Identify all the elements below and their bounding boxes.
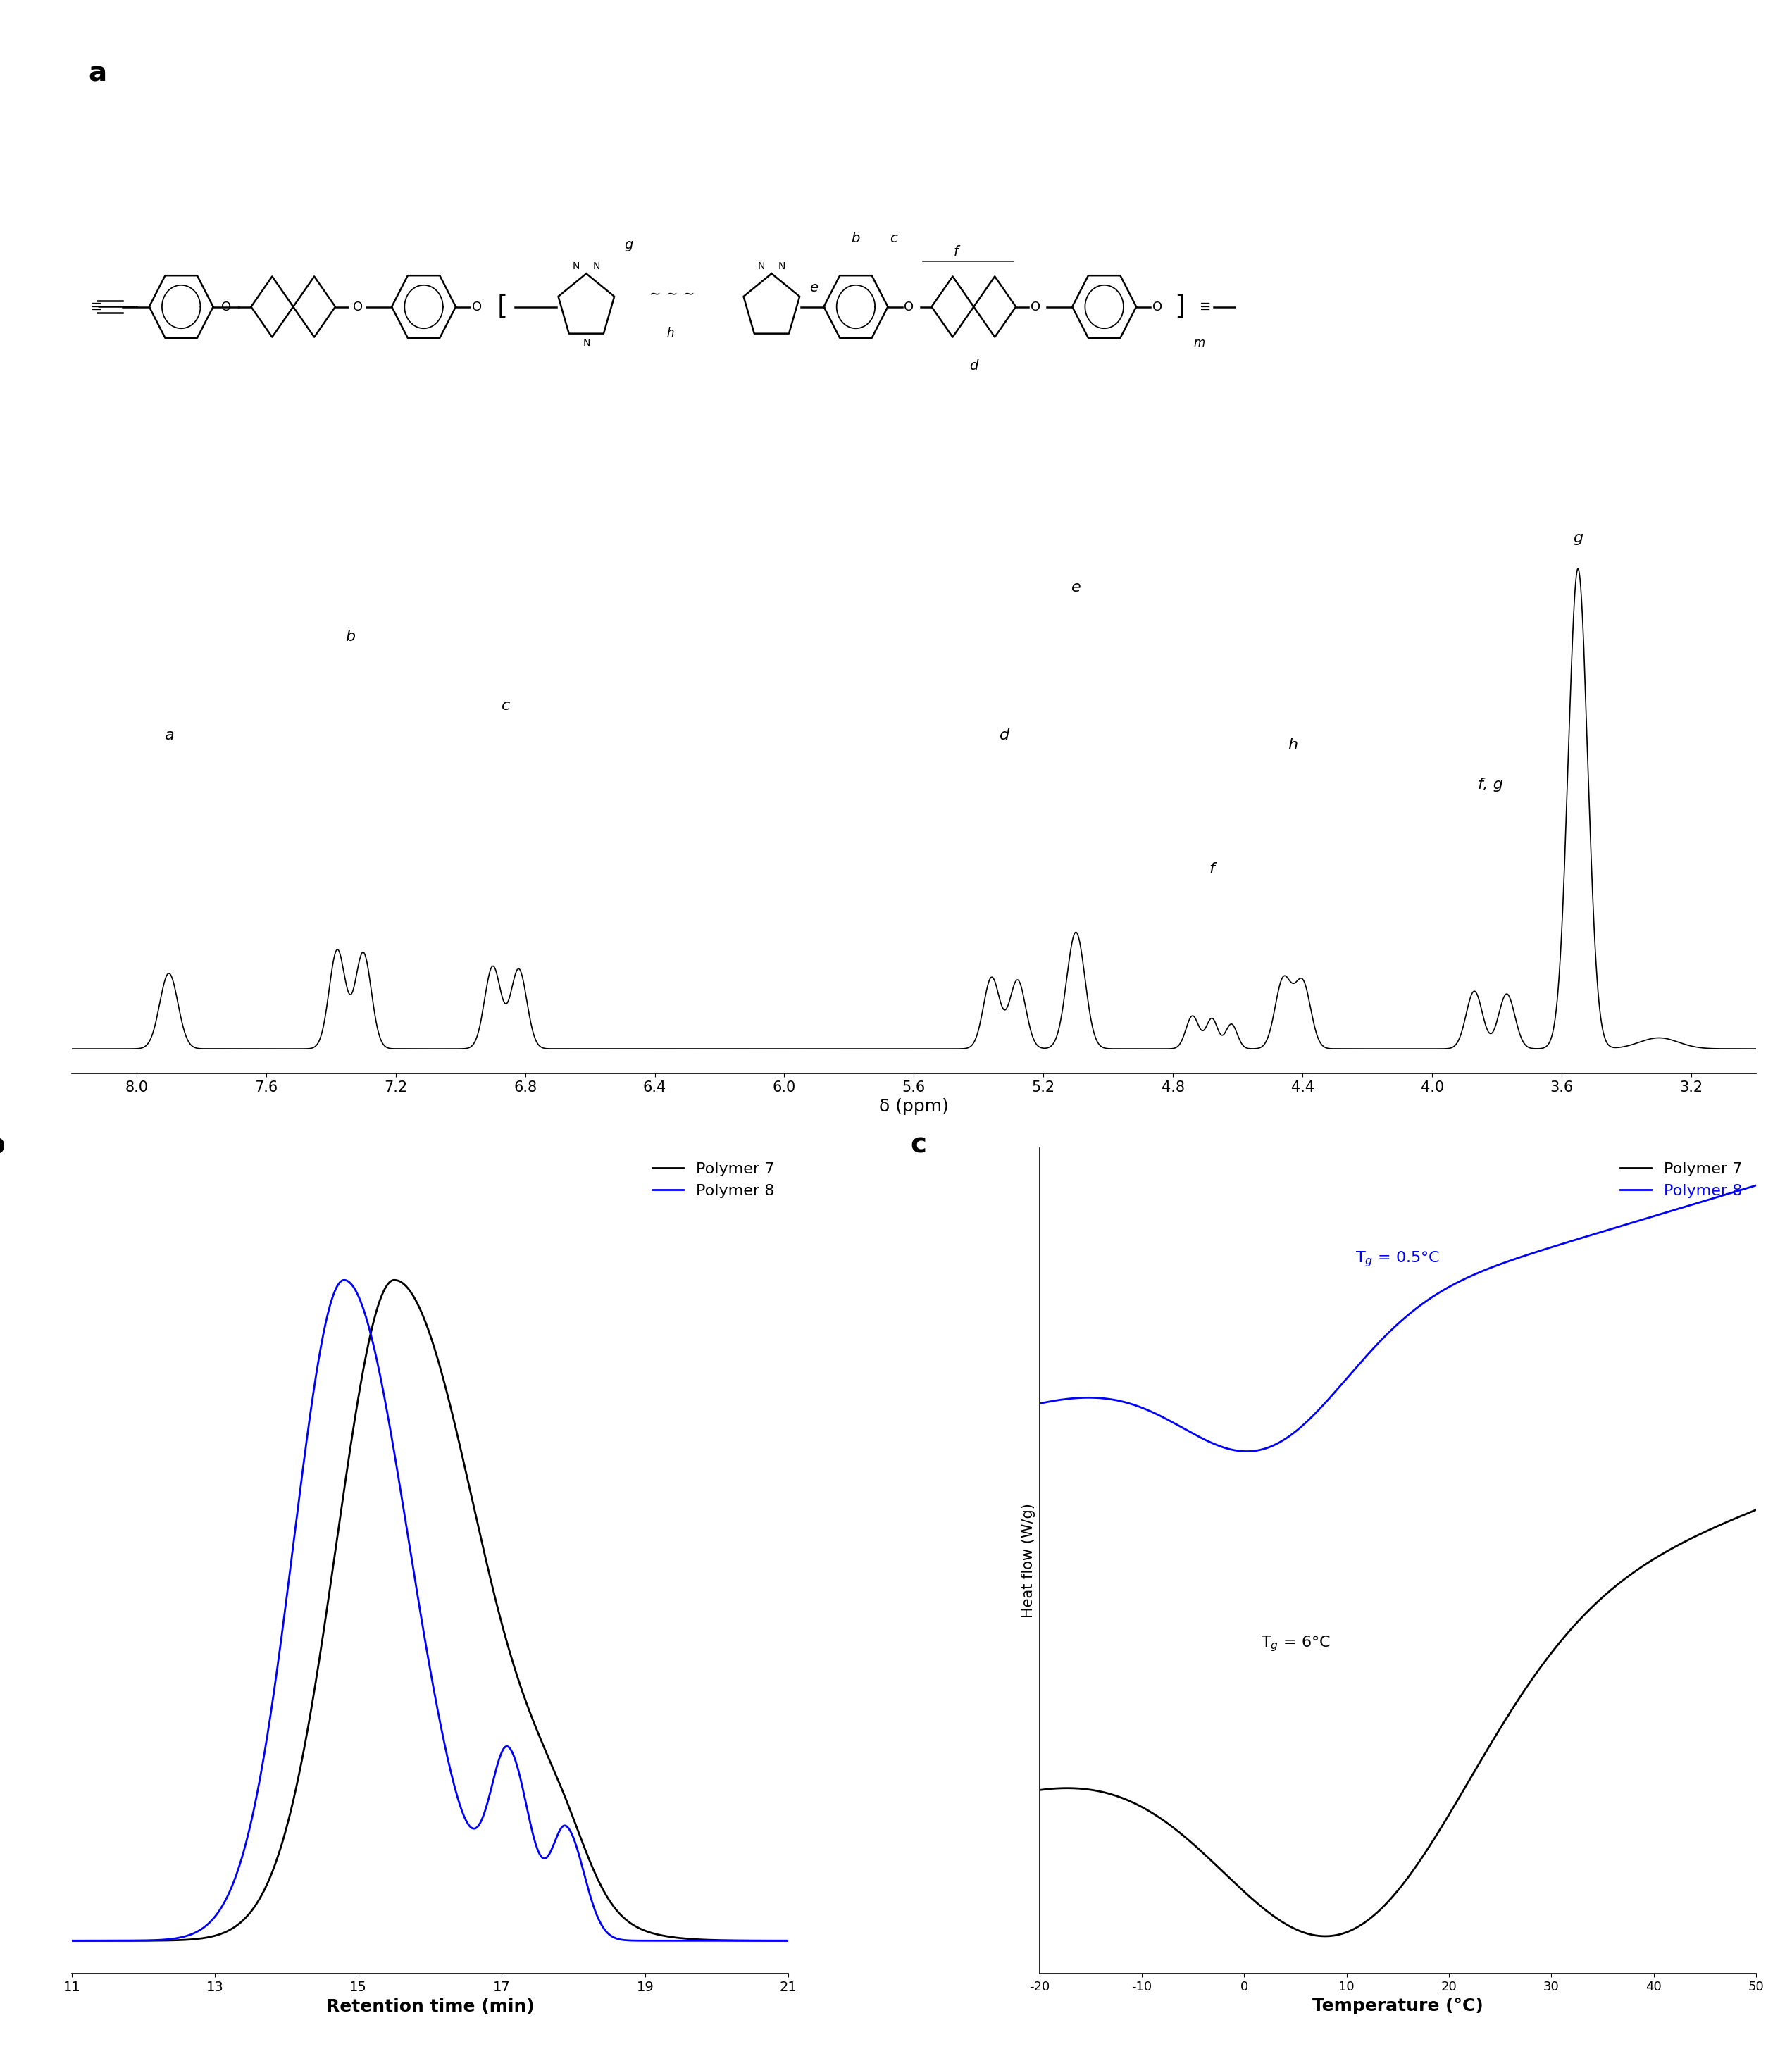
Text: N: N (572, 261, 581, 271)
Text: O: O (471, 300, 482, 313)
Text: O: O (1030, 300, 1039, 313)
Polymer 8 (1378, 1320, 1400, 1345)
Polymer 7 (61, 1929, 82, 1953)
Text: O: O (353, 300, 364, 313)
Polymer 7 (625, 1914, 647, 1939)
Text: N: N (593, 261, 600, 271)
Text: O: O (220, 300, 231, 313)
Polymer 8 (61, 1929, 82, 1953)
Text: f: f (953, 245, 959, 259)
Polymer 8 (410, 1602, 432, 1626)
Polymer 7 (97, 1929, 118, 1953)
Text: c: c (910, 1131, 926, 1158)
Polymer 8 (1593, 1219, 1615, 1244)
Text: h: h (667, 327, 674, 339)
Polymer 7 (410, 1297, 432, 1322)
Polymer 8 (97, 1929, 118, 1953)
Legend: Polymer 7, Polymer 8: Polymer 7, Polymer 8 (1613, 1155, 1749, 1205)
Polymer 7 (1593, 1583, 1615, 1608)
Polymer 8 (391, 1484, 412, 1509)
Line: Polymer 7: Polymer 7 (1039, 1509, 1756, 1937)
Text: a: a (88, 60, 108, 86)
Polymer 7 (756, 1929, 778, 1953)
Polymer 8 (333, 1269, 355, 1293)
Polymer 8 (1724, 1180, 1745, 1205)
Polymer 8 (1236, 1439, 1258, 1464)
Polymer 7 (1358, 1906, 1380, 1931)
Polymer 8 (1358, 1341, 1380, 1365)
Text: f, g: f, g (1478, 777, 1503, 792)
X-axis label: δ (ppm): δ (ppm) (880, 1098, 948, 1114)
Polymer 8 (1726, 1180, 1747, 1205)
Text: O: O (1152, 300, 1163, 313)
Line: Polymer 8: Polymer 8 (1039, 1186, 1756, 1452)
Polymer 7 (391, 1271, 412, 1295)
Text: N: N (778, 261, 785, 271)
Text: ≡: ≡ (1199, 300, 1211, 313)
Text: m: m (1193, 337, 1206, 350)
Polymer 8 (758, 1929, 780, 1953)
Text: d: d (969, 360, 978, 372)
Text: ≡: ≡ (91, 300, 102, 313)
Text: e: e (1072, 580, 1081, 594)
Polymer 7 (1724, 1507, 1745, 1532)
Text: O: O (903, 300, 914, 313)
Text: d: d (1000, 728, 1009, 742)
Polymer 7 (1745, 1497, 1767, 1521)
Text: e: e (810, 282, 817, 294)
X-axis label: Retention time (min): Retention time (min) (326, 1998, 534, 2015)
Text: f: f (1210, 861, 1215, 876)
Polymer 7 (778, 1929, 799, 1953)
X-axis label: Temperature (°C): Temperature (°C) (1312, 1996, 1484, 2015)
Text: g: g (624, 238, 633, 251)
Polymer 8 (778, 1929, 799, 1953)
Text: T$_g$ = 6°C: T$_g$ = 6°C (1260, 1635, 1330, 1653)
Text: a: a (165, 728, 174, 742)
Polymer 7 (1726, 1505, 1747, 1530)
Text: b: b (346, 629, 355, 644)
Text: [: [ (496, 294, 507, 321)
Polymer 7 (1378, 1889, 1400, 1914)
Text: c: c (891, 232, 898, 245)
Polymer 7 (1314, 1924, 1335, 1949)
Line: Polymer 7: Polymer 7 (72, 1281, 788, 1941)
Text: N: N (758, 261, 765, 271)
Polymer 8 (756, 1929, 778, 1953)
Text: b: b (0, 1131, 5, 1158)
Text: b: b (851, 232, 860, 245)
Polymer 7 (758, 1929, 780, 1953)
Text: T$_g$ = 0.5°C: T$_g$ = 0.5°C (1355, 1250, 1441, 1269)
Text: ]: ] (1176, 294, 1186, 321)
Legend: Polymer 7, Polymer 8: Polymer 7, Polymer 8 (645, 1155, 781, 1205)
Polymer 8 (1064, 1386, 1086, 1410)
Polymer 8 (1029, 1392, 1050, 1417)
Polymer 8 (1745, 1174, 1767, 1199)
Text: h: h (1288, 738, 1297, 752)
Text: N: N (582, 337, 590, 347)
Text: $\sim\sim\sim$: $\sim\sim\sim$ (647, 286, 695, 300)
Polymer 7 (383, 1269, 405, 1293)
Text: g: g (1573, 530, 1582, 545)
Polymer 8 (625, 1929, 647, 1953)
Y-axis label: Heat flow (W/g): Heat flow (W/g) (1021, 1503, 1036, 1618)
Polymer 7 (1029, 1778, 1050, 1803)
Text: c: c (502, 699, 511, 713)
Line: Polymer 8: Polymer 8 (72, 1281, 788, 1941)
Polymer 7 (1064, 1776, 1086, 1801)
